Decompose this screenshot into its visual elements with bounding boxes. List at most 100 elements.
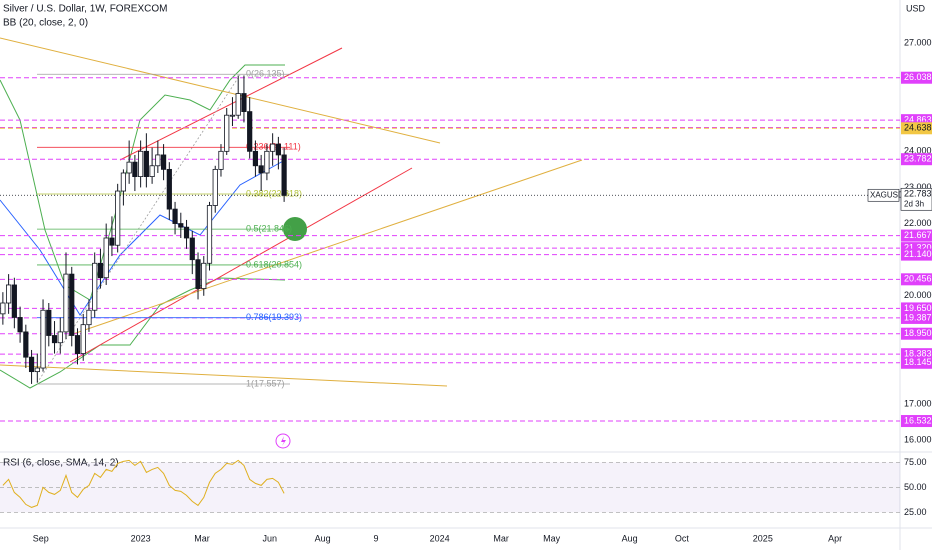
trend-line	[69, 159, 583, 336]
trend-line	[0, 364, 448, 387]
marker-circle	[283, 217, 307, 241]
candle-body	[97, 262, 104, 279]
countdown-label: 2d 3h	[904, 199, 924, 208]
level-label: 26.038	[904, 72, 932, 82]
y-tick-label: 22.000	[904, 218, 932, 228]
y-tick-label: 17.000	[904, 399, 932, 409]
candle-body	[120, 172, 127, 192]
candle-body	[264, 150, 270, 174]
candle-body	[195, 259, 201, 289]
candle-body	[166, 168, 172, 210]
x-tick-label: 2023	[131, 533, 151, 543]
candle-body	[201, 262, 207, 289]
y-tick-label: 24.000	[904, 146, 932, 156]
y-tick-label: 25.00	[904, 507, 927, 517]
x-tick-label: Sep	[33, 533, 49, 543]
candle-body	[57, 331, 63, 344]
candle-body	[224, 114, 230, 152]
level-tag	[901, 327, 932, 340]
rsi-title: RSI (6, close, SMA, 14, 2)	[3, 458, 119, 469]
level-label: 19.387	[904, 312, 932, 322]
candle-body	[247, 111, 253, 152]
candle-body	[149, 165, 155, 178]
indicator-label: BB (20, close, 2, 0)	[3, 18, 88, 29]
level-label: 21.140	[904, 249, 932, 259]
candle-body	[281, 154, 287, 196]
fib-label: 0.5(21.846)	[246, 223, 292, 233]
x-tick-label: Aug	[315, 533, 331, 543]
candle-body	[160, 154, 167, 170]
level-tag	[901, 248, 932, 261]
y-tick-label: 20.000	[904, 290, 932, 300]
level-label: 16.532	[904, 415, 932, 425]
trend-line	[119, 47, 343, 161]
last-price-tag	[900, 187, 932, 211]
fib-label: 0.786(19.393)	[246, 312, 302, 322]
bb-basis	[0, 159, 286, 316]
candle-body	[11, 284, 17, 318]
level-tag	[901, 311, 932, 324]
level-tag	[901, 356, 932, 369]
candle-body	[218, 150, 224, 170]
level-tag	[901, 273, 932, 286]
level-tag	[901, 122, 932, 135]
candle-body	[74, 335, 81, 354]
candle-body	[229, 114, 236, 117]
x-tick-label: 9	[373, 533, 378, 543]
candle-body	[138, 150, 144, 178]
candle-body	[178, 223, 184, 228]
y-tick-label: 23.000	[904, 182, 932, 192]
rsi-line	[2, 459, 285, 508]
level-label: 19.650	[904, 303, 932, 313]
level-label: 21.667	[904, 230, 932, 240]
bb-lower	[0, 277, 286, 389]
candle-body	[92, 262, 98, 311]
candle-body	[80, 324, 86, 354]
y-tick-label: 27.000	[904, 37, 932, 47]
level-tag	[901, 415, 932, 428]
level-label: 18.145	[904, 357, 932, 367]
candle-body	[270, 143, 276, 152]
candle-body	[189, 237, 195, 261]
x-tick-label: 2024	[430, 533, 450, 543]
level-label: 20.456	[904, 274, 932, 284]
x-tick-label: Mar	[194, 533, 210, 543]
level-label: 18.950	[904, 328, 932, 338]
candle-body	[17, 317, 23, 333]
y-tick-label: 16.000	[904, 435, 932, 445]
candle-body	[23, 331, 29, 358]
candle-body	[28, 356, 35, 373]
fib-label: 0.382(22.818)	[246, 188, 302, 198]
candle-body	[275, 143, 281, 156]
level-label: 24.863	[904, 115, 932, 125]
candle-body	[212, 168, 218, 206]
trend-line	[0, 37, 441, 144]
candle-body	[46, 309, 52, 336]
level-tag	[901, 153, 932, 166]
candle-body	[183, 226, 190, 239]
candle-body	[69, 273, 75, 336]
candle-body	[51, 335, 58, 344]
candle-body	[109, 237, 115, 246]
candle-body	[235, 93, 241, 116]
level-tag	[901, 229, 932, 242]
level-tag	[901, 71, 932, 84]
fib-label: 0(26.135)	[246, 69, 285, 79]
y-tick-label: 75.00	[904, 457, 927, 467]
chart-title: Silver / U.S. Dollar, 1W, FOREXCOM	[3, 4, 167, 15]
candle-body	[252, 150, 259, 167]
candle-body	[143, 150, 149, 178]
level-label: 21.320	[904, 242, 932, 252]
x-tick-label: Oct	[675, 533, 690, 543]
x-tick-label: Apr	[828, 533, 842, 543]
event-icon	[281, 436, 286, 446]
symbol-label: XAGUSD	[870, 190, 904, 199]
candle-body	[172, 208, 178, 224]
level-label: 24.638	[904, 123, 932, 133]
candle-body	[86, 309, 92, 326]
candle-body	[115, 190, 121, 246]
level-label: 18.383	[904, 349, 932, 359]
candle-body	[34, 367, 40, 373]
